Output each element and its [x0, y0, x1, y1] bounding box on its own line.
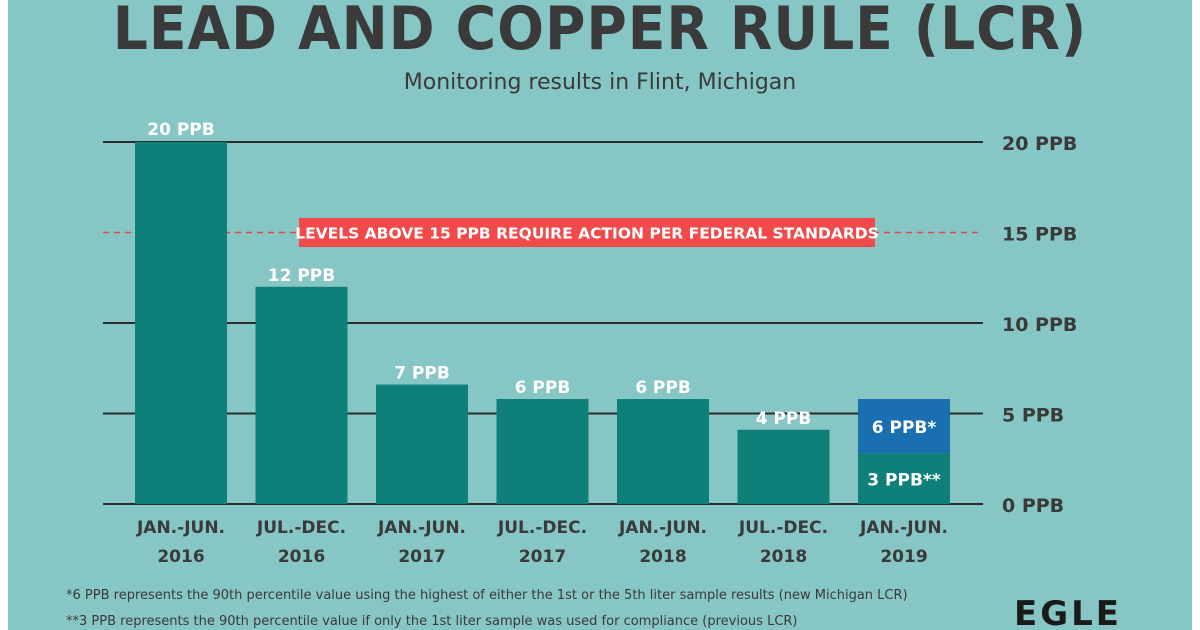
x-tick-label-line1: JAN.-JUN. — [377, 518, 466, 538]
x-tick-label-line2: 2017 — [398, 547, 445, 567]
y-tick-label: 15 PPB — [1002, 224, 1077, 246]
x-tick-label-line2: 2019 — [880, 547, 927, 567]
infographic: LEAD AND COPPER RULE (LCR) Monitoring re… — [8, 0, 1192, 630]
stacked-value-label: 6 PPB* — [872, 418, 937, 438]
threshold-label-box — [299, 218, 875, 247]
egle-logo: EGLE — [1014, 594, 1123, 630]
bar-value-label: 3 PPB** — [867, 471, 941, 491]
threshold-label: LEVELS ABOVE 15 PPB REQUIRE ACTION PER F… — [295, 225, 879, 243]
bar — [737, 429, 830, 504]
x-tick-label-line2: 2018 — [639, 547, 686, 567]
y-tick-label: 0 PPB — [1002, 495, 1064, 517]
x-tick-label-line1: JUL.-DEC. — [256, 518, 346, 538]
bar — [135, 142, 227, 504]
footnote-2: **3 PPB represents the 90th percentile v… — [66, 614, 798, 629]
x-tick-label-line1: JAN.-JUN. — [859, 518, 948, 538]
bar-value-label: 12 PPB — [268, 266, 335, 286]
x-tick-label-line1: JUL.-DEC. — [497, 518, 587, 538]
bar-value-label: 6 PPB — [515, 378, 571, 398]
bar-value-label: 7 PPB — [394, 364, 450, 384]
bar — [858, 453, 950, 504]
chart-subtitle: Monitoring results in Flint, Michigan — [403, 70, 797, 95]
bar-value-label: 6 PPB — [635, 378, 691, 398]
bar-value-label: 4 PPB — [756, 409, 812, 429]
bar-chart: 0 PPB 5 PPB 10 PPB 15 PPB 20 PPB 20 PPB 12 PPB… — [103, 120, 1077, 567]
bar — [376, 384, 468, 504]
y-tick-label: 20 PPB — [1002, 133, 1077, 155]
footnote-1: *6 PPB represents the 90th percentile va… — [66, 588, 908, 603]
y-tick-label: 10 PPB — [1002, 314, 1077, 336]
y-tick-label: 5 PPB — [1002, 405, 1064, 427]
bar — [617, 399, 709, 504]
x-tick-label-line1: JAN.-JUN. — [618, 518, 707, 538]
x-tick-label-line1: JUL.-DEC. — [738, 518, 828, 538]
bar-value-label: 20 PPB — [147, 120, 214, 140]
x-tick-label-line2: 2016 — [278, 547, 325, 567]
x-tick-label-line2: 2018 — [760, 547, 807, 567]
stacked-bar-segment — [858, 399, 950, 454]
bar — [496, 399, 589, 504]
x-tick-label-line2: 2016 — [157, 547, 204, 567]
bar — [255, 286, 348, 504]
chart-title: LEAD AND COPPER RULE (LCR) — [112, 0, 1088, 64]
x-tick-label-line2: 2017 — [519, 547, 566, 567]
x-tick-label-line1: JAN.-JUN. — [136, 518, 225, 538]
